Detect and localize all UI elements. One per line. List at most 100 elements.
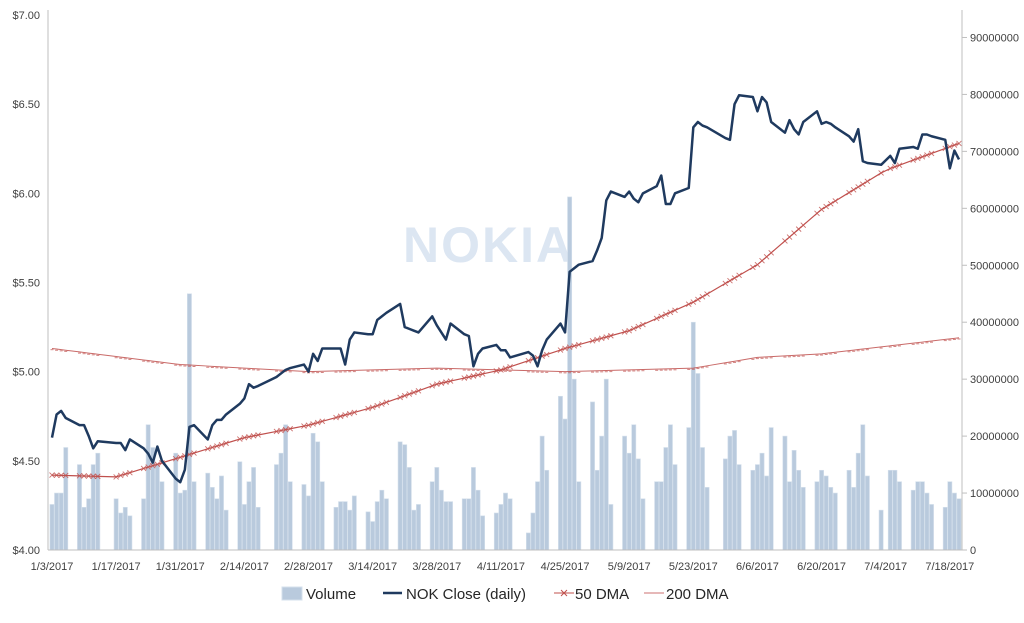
volume-bar — [338, 501, 343, 551]
volume-bar — [237, 461, 243, 551]
dma50-marker — [172, 455, 179, 462]
dma50-marker — [214, 443, 220, 449]
volume-bar — [860, 424, 866, 551]
volume-bar — [255, 506, 261, 551]
volume-bar — [759, 452, 765, 551]
dma50-marker — [791, 230, 797, 236]
dma50-marker — [470, 373, 477, 379]
volume-bar — [755, 464, 760, 551]
volume-bar — [223, 509, 229, 551]
volume-bar — [219, 475, 224, 551]
dma50-marker — [81, 473, 87, 479]
dma50-marker — [351, 409, 358, 416]
volume-bar — [700, 447, 705, 551]
volume-bar — [668, 424, 673, 551]
legend-dma50-marker — [560, 589, 568, 597]
dma50-marker — [603, 334, 610, 340]
volume-bar — [448, 501, 453, 551]
dma50-marker — [204, 446, 211, 452]
dma50-marker — [782, 238, 788, 244]
right-axis-tick-label: 10000000 — [970, 488, 1019, 500]
volume-bar — [599, 435, 605, 551]
dma50-marker — [731, 275, 738, 281]
volume-bar — [379, 489, 385, 551]
volume-bar — [241, 504, 247, 551]
dma50-marker — [626, 327, 633, 334]
x-axis-tick-label: 6/20/2017 — [797, 561, 846, 573]
dma50-marker — [406, 391, 413, 397]
dma50-marker — [562, 345, 568, 352]
dma50-marker — [433, 381, 440, 387]
volume-bar — [530, 512, 536, 551]
volume-bar — [924, 492, 930, 551]
volume-bar — [503, 492, 508, 551]
right-axis-tick-label: 40000000 — [970, 317, 1019, 329]
volume-bar — [333, 506, 339, 551]
volume-bar — [113, 498, 119, 551]
dma50-marker — [218, 441, 225, 448]
volume-bar — [846, 469, 852, 551]
dma50-marker — [525, 357, 532, 364]
dma50-marker — [209, 444, 216, 451]
x-axis-tick-label: 4/25/2017 — [541, 561, 590, 573]
close-price-line — [50, 94, 961, 484]
dma50-marker — [855, 184, 862, 190]
volume-bar — [81, 506, 87, 551]
volume-bar — [310, 432, 316, 551]
dma50-marker — [557, 347, 564, 353]
dma50-marker — [846, 189, 852, 196]
dma50-marker — [571, 343, 578, 349]
legend-dma50-label: 50 DMA — [575, 586, 629, 603]
dma50-marker — [397, 394, 403, 401]
x-axis-tick-label: 4/11/2017 — [477, 561, 525, 573]
dma50-marker — [117, 472, 124, 479]
dma50-marker — [479, 371, 486, 377]
dma50-marker — [690, 299, 697, 305]
nokia-watermark-logo: NOKIA — [403, 217, 574, 273]
volume-bar — [416, 504, 421, 551]
dma50-marker — [663, 311, 669, 318]
volume-bar — [558, 395, 563, 551]
legend-volume-swatch — [281, 586, 303, 601]
dma50-marker — [947, 143, 953, 150]
dma50-marker — [177, 454, 184, 461]
dma50-marker — [608, 332, 614, 339]
dma50-marker — [447, 378, 454, 384]
dma50-marker — [956, 140, 962, 147]
volume-bar — [365, 511, 371, 551]
volume-bar — [887, 469, 893, 551]
left-axis-tick-label: $6.00 — [12, 188, 40, 200]
dma50-marker — [823, 203, 829, 210]
volume-bar — [535, 481, 540, 551]
volume-bar — [576, 481, 582, 551]
dma50-marker — [438, 380, 445, 386]
volume-bar — [214, 498, 220, 551]
dma50-marker — [415, 387, 422, 394]
volume-bar — [915, 481, 921, 551]
dma50-marker — [832, 198, 839, 204]
volume-bar — [782, 435, 788, 551]
volume-bar — [892, 469, 898, 551]
dma50-marker — [919, 153, 926, 160]
volume-bar — [402, 444, 408, 551]
volume-bar — [173, 452, 179, 551]
dma50-marker — [589, 338, 596, 344]
dma50-marker — [754, 261, 761, 268]
volume-bars — [49, 196, 962, 551]
dma50-marker — [685, 301, 692, 307]
volume-bar — [608, 504, 614, 551]
dma50-marker — [94, 473, 101, 480]
dma50-marker — [768, 250, 775, 256]
dma50-marker — [250, 433, 257, 439]
right-axis-tick-label: 50000000 — [970, 260, 1019, 272]
volume-bar — [544, 469, 550, 551]
dma50-marker — [191, 450, 197, 456]
volume-bar — [956, 498, 962, 551]
volume-bar — [319, 481, 325, 551]
x-axis-tick-label: 7/18/2017 — [925, 561, 974, 573]
volume-bar — [622, 435, 628, 551]
volume-bar — [571, 378, 577, 551]
volume-bar — [274, 464, 279, 551]
volume-bar — [686, 427, 692, 551]
volume-bar — [278, 452, 284, 551]
